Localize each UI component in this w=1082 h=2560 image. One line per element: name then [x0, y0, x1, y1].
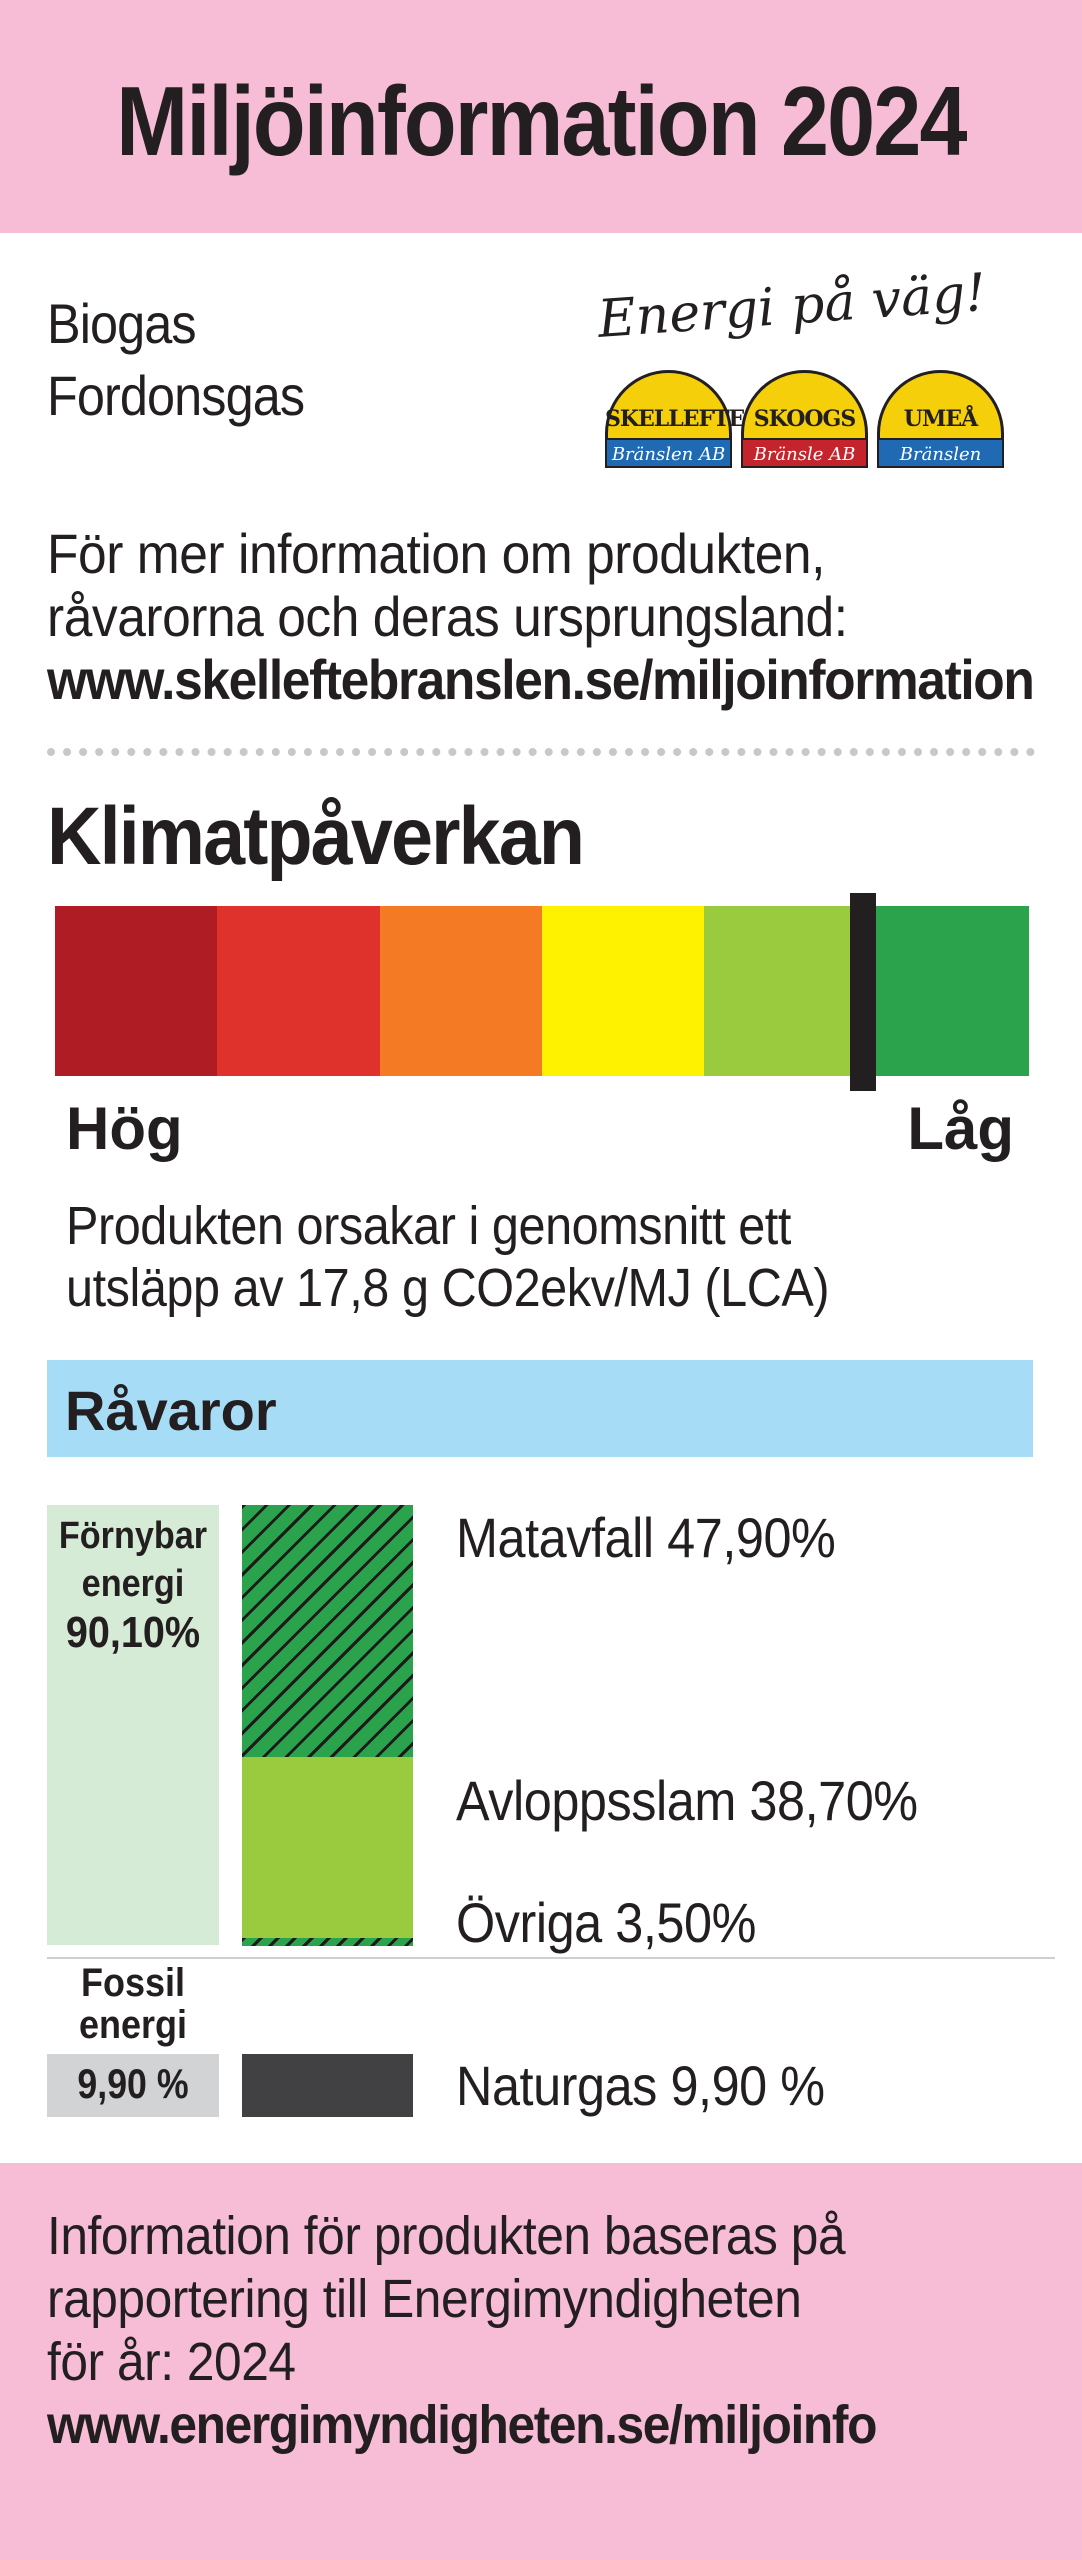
fossil-label: Fossil energi [56, 1962, 211, 2046]
logo-name: SKOOGS [753, 406, 856, 432]
logo-band: Bränslen [877, 438, 1004, 468]
bar-avloppsslam [242, 1757, 413, 1938]
info-line-1: För mer information om produkten, [47, 522, 825, 585]
info-text: För mer information om produkten, råvaro… [47, 522, 1035, 711]
fossil-percent: 9,90 % [77, 2060, 189, 2107]
fossil-label-line-2: energi [78, 2003, 188, 2047]
footer-text: Information för produkten baseras på rap… [47, 2205, 877, 2457]
emission-description: Produkten orsakar i genomsnitt ett utslä… [66, 1195, 830, 1319]
header: Miljöinformation 2024 [0, 0, 1082, 233]
scale-segment-3 [379, 906, 542, 1076]
product-name: Biogas Fordonsgas [47, 288, 305, 432]
logo-band: Bränsle AB [741, 438, 868, 468]
logo-name: SKELLEFTE [605, 406, 745, 432]
footer-line-3: för år: 2024 [47, 2332, 296, 2392]
renewable-label-line-2: energi [81, 1563, 185, 1605]
fossil-divider [47, 1957, 1055, 1959]
scale-segment-1 [55, 906, 218, 1076]
label-naturgas: Naturgas 9,90 % [456, 2054, 825, 2117]
logo-skellefte: SKELLEFTE Bränslen AB [605, 370, 745, 470]
product-line-2: Fordonsgas [47, 364, 305, 427]
brand-logos: SKELLEFTE Bränslen AB SKOOGS Bränsle AB … [605, 370, 1004, 470]
footer-line-1: Information för produkten baseras på [47, 2206, 846, 2266]
logo-skoogs: SKOOGS Bränsle AB [741, 370, 868, 470]
info-line-2: råvarorna och deras ursprungsland: [47, 585, 848, 648]
scale-segment-5 [704, 906, 867, 1076]
scale-segment-2 [217, 906, 380, 1076]
logo-umea: UMEÅ Bränslen [877, 370, 1004, 470]
renewable-label: Förnybar energi [56, 1512, 211, 1608]
climate-scale [55, 906, 1029, 1076]
emission-line-2: utsläpp av 17,8 g CO2ekv/MJ (LCA) [66, 1258, 830, 1318]
label-avloppsslam: Avloppsslam 38,70% [456, 1769, 918, 1832]
footer: Information för produkten baseras på rap… [0, 2163, 1082, 2560]
scale-marker [850, 893, 877, 1091]
renewable-percent: 90,10% [65, 1608, 201, 1657]
ravaror-title: Råvaror [65, 1379, 277, 1442]
klimat-title: Klimatpåverkan [47, 791, 585, 882]
fossil-box [47, 2054, 219, 2117]
emission-line-1: Produkten orsakar i genomsnitt ett [66, 1196, 791, 1256]
renewable-label-line-1: Förnybar [58, 1515, 208, 1557]
footer-line-2: rapportering till Energimyndigheten [47, 2269, 802, 2329]
logo-band: Bränslen AB [605, 438, 732, 468]
ravaror-header: Råvaror [47, 1360, 1033, 1457]
logo-name: UMEÅ [903, 406, 978, 432]
info-url-link[interactable]: www.skelleftebranslen.se/miljoinformatio… [47, 648, 1035, 711]
bar-ovriga [242, 1938, 413, 1946]
brand-slogan: Energi på väg! [595, 262, 989, 350]
page-title: Miljöinformation 2024 [116, 66, 967, 176]
dotted-divider [47, 748, 1035, 756]
bar-naturgas [242, 2054, 413, 2117]
product-line-1: Biogas [47, 292, 197, 355]
label-ovriga: Övriga 3,50% [456, 1891, 756, 1954]
label-matavfall: Matavfall 47,90% [456, 1506, 836, 1569]
scale-high-label: Hög [66, 1095, 183, 1162]
scale-segment-6 [866, 906, 1029, 1076]
renewable-box [47, 1505, 219, 1945]
scale-low-label: Låg [907, 1095, 1014, 1162]
bar-matavfall [242, 1505, 413, 1757]
scale-segment-4 [541, 906, 705, 1076]
footer-url-link[interactable]: www.energimyndigheten.se/miljoinfo [47, 2395, 877, 2455]
fossil-label-line-1: Fossil [80, 1961, 186, 2005]
